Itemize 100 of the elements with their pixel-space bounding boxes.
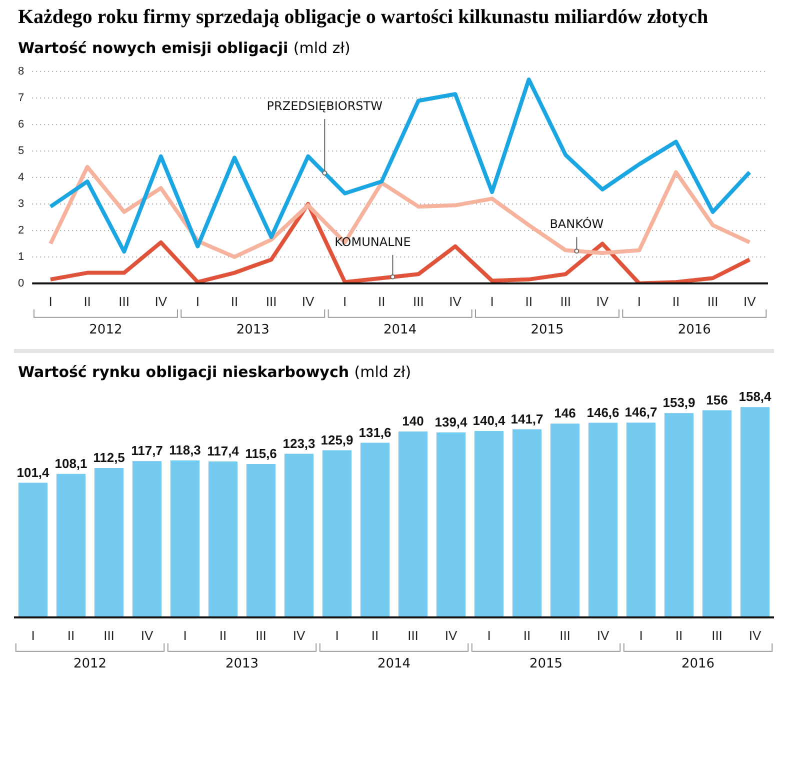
chart-subtitle: Wartość nowych emisji obligacji (mld zł) <box>18 39 352 57</box>
data-label: 146,6 <box>586 404 620 420</box>
x-tick-label: IV <box>140 628 154 643</box>
x-tick-label: II <box>219 628 227 643</box>
bar <box>664 413 694 618</box>
x-tick-label: I <box>196 294 200 309</box>
data-label: 156 <box>706 392 728 408</box>
y-tick-label: 7 <box>18 92 24 104</box>
text: 2013 <box>225 656 259 672</box>
data-label: 112,5 <box>93 450 125 466</box>
x-tick-label: IV <box>292 628 306 643</box>
x-tick-label: I <box>183 628 187 643</box>
y-tick-label: 3 <box>18 198 24 210</box>
y-tick-label: 4 <box>18 172 24 184</box>
data-label: 141,7 <box>510 411 544 426</box>
x-tick-label: IV <box>449 294 462 309</box>
text: 2016 <box>678 322 711 338</box>
bar <box>360 442 390 618</box>
text: PRZEDSIĘBIORSTW <box>266 99 383 114</box>
x-tick-label: IV <box>748 628 762 643</box>
bar <box>436 432 466 618</box>
x-tick-label: IV <box>154 294 168 309</box>
x-tick-label: III <box>413 294 424 309</box>
text: 2014 <box>377 656 411 672</box>
y-tick-label: 0 <box>18 277 24 290</box>
bar <box>740 407 770 618</box>
x-tick-label: IV <box>596 628 610 643</box>
data-label: 139,4 <box>434 414 468 430</box>
data-label: 108,1 <box>54 456 88 471</box>
text: 2012 <box>73 656 107 672</box>
chart-title: Wartość rynku obligacji nieskarbowych (mld zł) <box>18 363 412 381</box>
x-tick-label: III <box>104 628 114 643</box>
y-tick-label: 1 <box>18 250 24 263</box>
bar <box>588 422 618 618</box>
data-label: 140 <box>402 414 424 429</box>
text: 2014 <box>384 322 417 338</box>
data-label: 125,9 <box>320 432 354 448</box>
data-label: 131,6 <box>358 424 392 440</box>
bar <box>702 410 732 618</box>
bar <box>474 431 504 618</box>
bar <box>284 454 314 618</box>
x-tick-label: I <box>637 294 642 309</box>
x-tick-label: II <box>523 628 531 643</box>
x-tick-label: II <box>230 294 238 309</box>
data-label: 146 <box>554 406 576 421</box>
x-tick-label: III <box>118 294 130 309</box>
text: 2016 <box>681 656 715 672</box>
series-label: BANKÓW <box>550 216 604 232</box>
x-tick-label: I <box>31 628 35 643</box>
data-label: 123,3 <box>282 436 316 451</box>
data-label: 115,6 <box>245 446 277 462</box>
data-label: 117,4 <box>207 444 240 459</box>
x-tick-label: I <box>639 628 643 643</box>
x-tick-label: III <box>266 294 277 309</box>
data-label: 146,7 <box>624 404 658 420</box>
data-label: 101,4 <box>16 464 50 480</box>
data-label: 117,7 <box>131 443 163 458</box>
bar <box>398 432 428 618</box>
bar <box>512 429 542 618</box>
y-tick-label: 6 <box>18 118 24 131</box>
x-tick-label: IV <box>444 628 458 643</box>
y-tick-label: 2 <box>18 224 24 236</box>
y-tick-label: 8 <box>18 66 24 78</box>
x-tick-label: II <box>371 628 379 643</box>
bar <box>170 460 200 618</box>
chart-title: Każdego roku firmy sprzedają obligacje o wartości kilkunastu miliardów złotych <box>18 6 710 29</box>
bar <box>208 462 238 618</box>
bar <box>56 474 86 618</box>
x-tick-label: I <box>48 294 52 309</box>
x-tick-label: IV <box>743 294 756 309</box>
data-label: 158,4 <box>738 389 772 404</box>
bar <box>550 424 580 618</box>
x-tick-label: II <box>67 628 75 643</box>
data-label: 140,4 <box>472 413 506 428</box>
x-tick-label: III <box>408 628 418 643</box>
bar <box>132 461 162 618</box>
x-tick-label: I <box>343 294 347 309</box>
y-tick-label: 5 <box>18 145 24 158</box>
bar <box>18 482 48 618</box>
bar <box>94 468 124 618</box>
series-label: KOMUNALNE <box>334 235 411 250</box>
x-tick-label: II <box>672 294 680 309</box>
bar <box>626 422 656 618</box>
data-label: 118,3 <box>169 442 201 458</box>
x-tick-label: IV <box>596 294 609 309</box>
x-tick-label: II <box>84 294 91 309</box>
x-tick-label: III <box>560 628 570 643</box>
x-tick-label: II <box>378 294 386 309</box>
x-tick-label: II <box>525 294 532 309</box>
x-tick-label: III <box>712 628 722 643</box>
x-tick-label: I <box>335 628 339 643</box>
x-tick-label: III <box>707 294 718 309</box>
bar <box>246 464 276 618</box>
text: 2015 <box>530 322 564 338</box>
x-tick-label: III <box>560 294 572 309</box>
data-label: 153,9 <box>662 395 696 410</box>
x-tick-label: I <box>487 628 491 643</box>
text: 2012 <box>89 322 122 338</box>
x-tick-label: I <box>490 294 494 309</box>
x-tick-label: II <box>675 628 683 643</box>
